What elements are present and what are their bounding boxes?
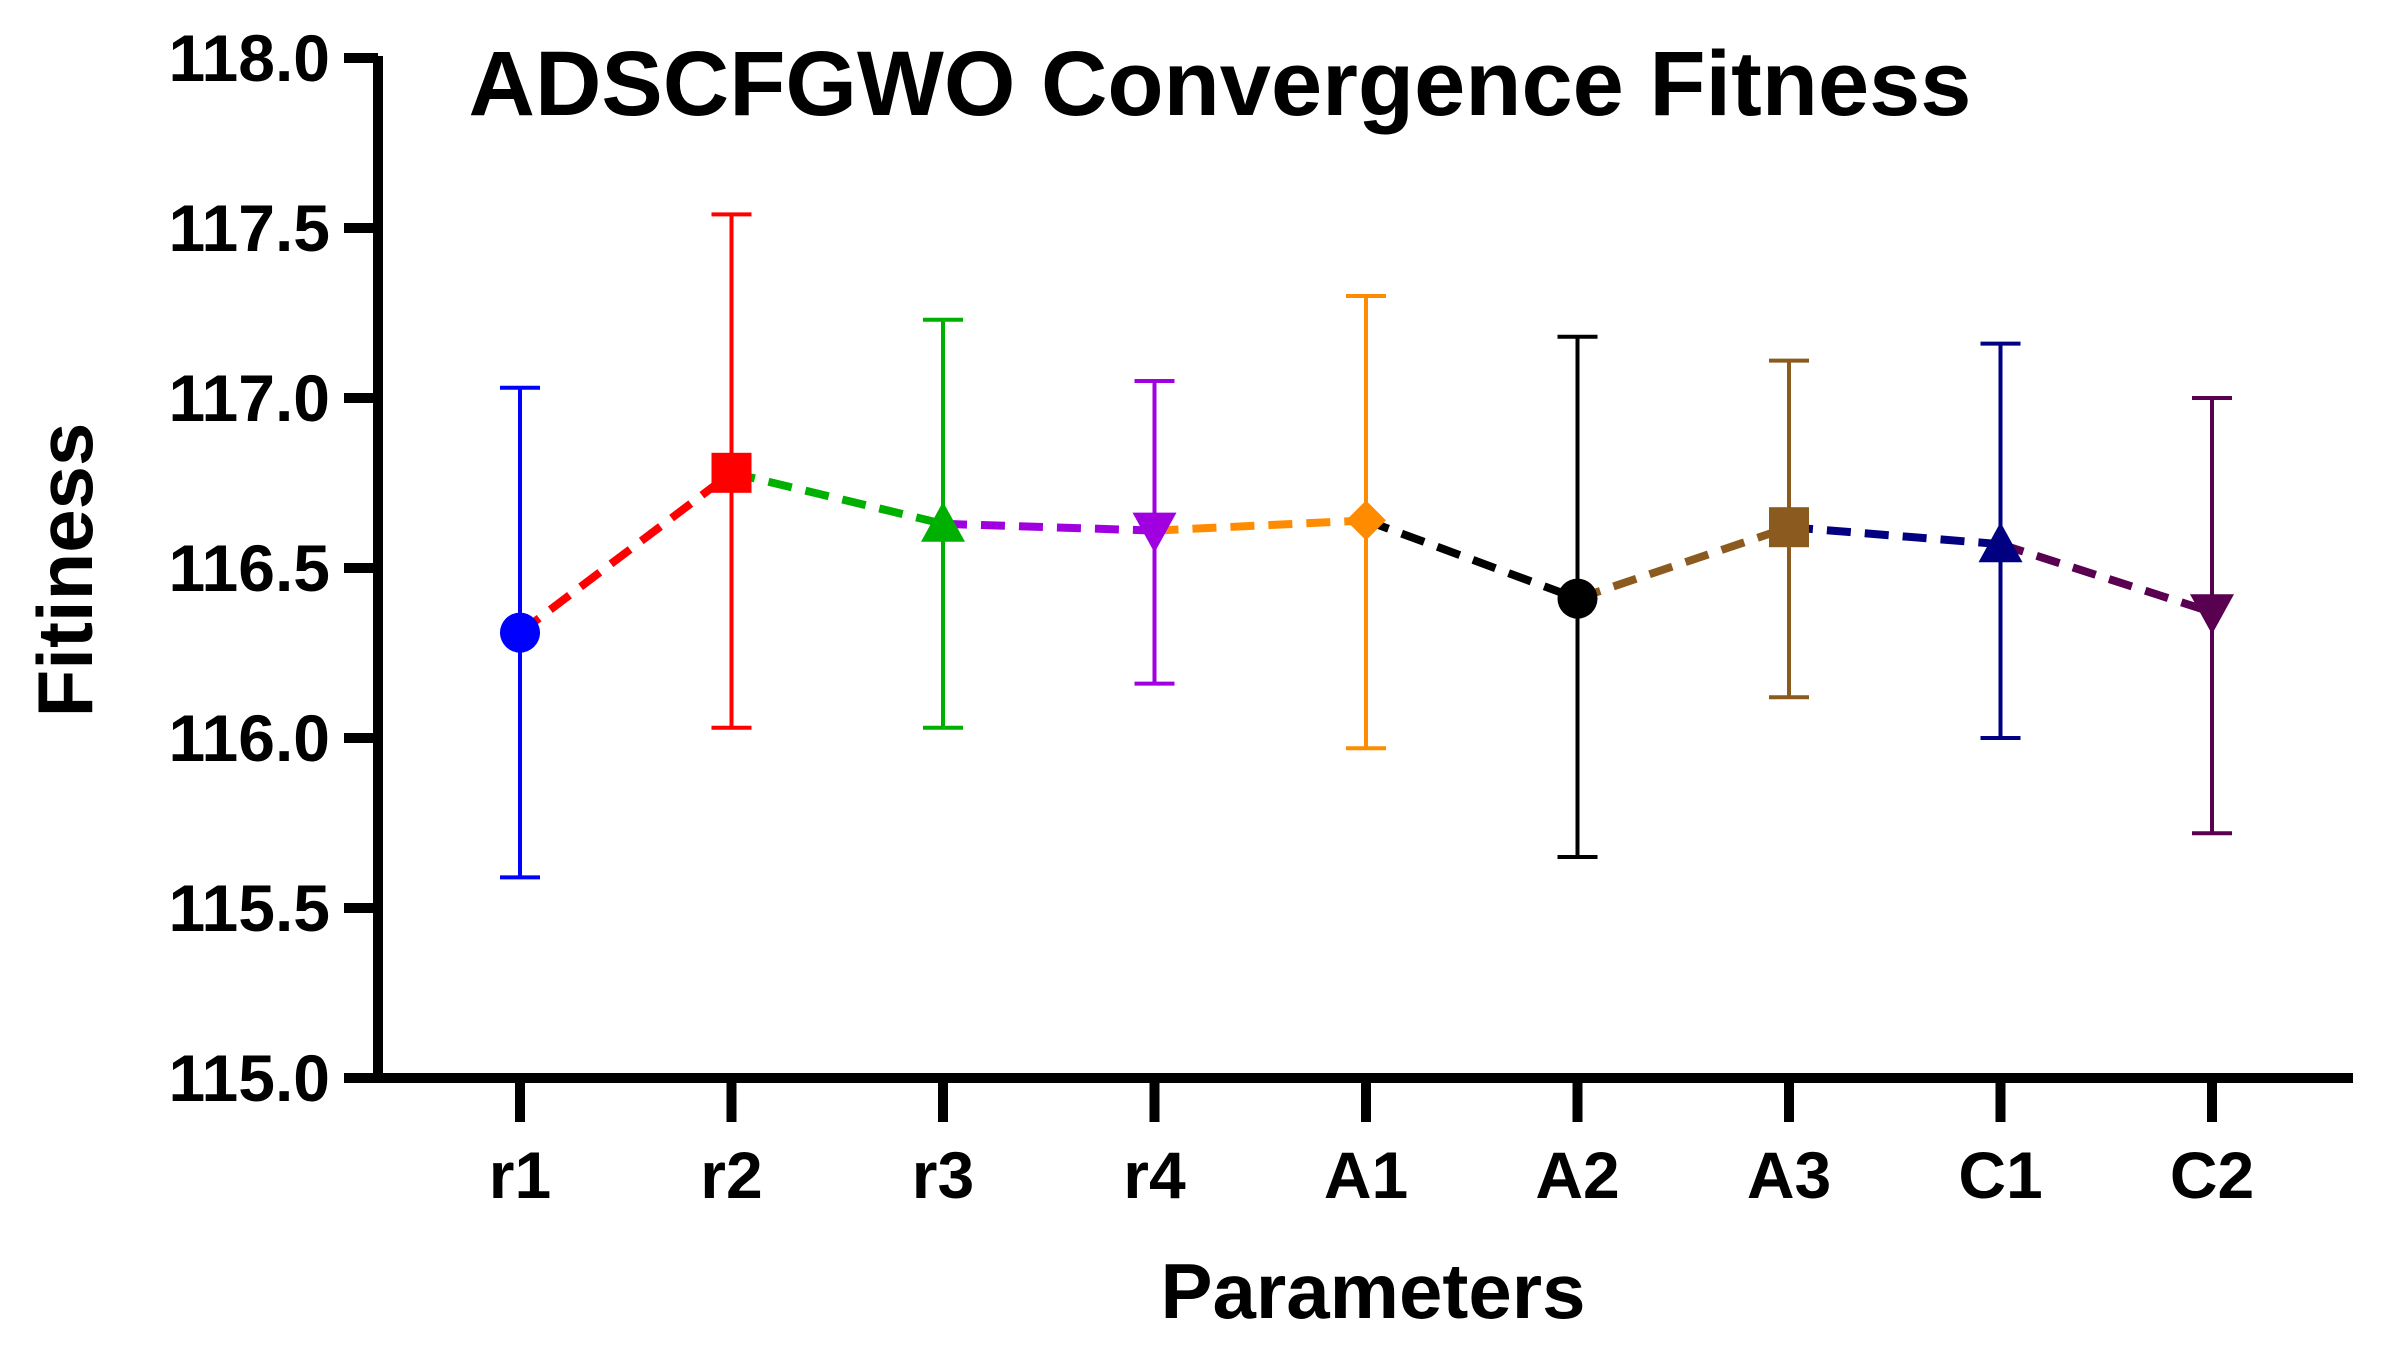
connector-A2-A3 bbox=[1576, 523, 1791, 603]
connector-A3-C1 bbox=[1788, 523, 2001, 549]
x-tick-label: C2 bbox=[2170, 1138, 2254, 1212]
x-tick-label: A2 bbox=[1535, 1138, 1619, 1212]
connector-r4-A1 bbox=[1154, 516, 1367, 535]
x-tick-label: A1 bbox=[1324, 1138, 1408, 1212]
connector-A1-A2 bbox=[1364, 516, 1579, 603]
marker-r4 bbox=[1132, 512, 1177, 553]
chart-title: ADSCFGWO Convergence Fitness bbox=[469, 33, 1972, 135]
x-tick-label: r1 bbox=[489, 1138, 551, 1212]
y-tick-label: 117.0 bbox=[168, 361, 330, 435]
connector-C1-C2 bbox=[1999, 540, 2214, 617]
y-tick-label: 118.0 bbox=[168, 21, 330, 95]
marker-C1 bbox=[1978, 522, 2023, 563]
marker-C2 bbox=[2190, 594, 2234, 635]
connector-r1-r2 bbox=[517, 469, 734, 636]
y-tick-label: 117.5 bbox=[168, 191, 330, 265]
x-axis-label: Parameters bbox=[1161, 1247, 1586, 1335]
y-tick-label: 116.5 bbox=[168, 531, 330, 605]
y-tick-label: 115.0 bbox=[168, 1041, 330, 1115]
x-tick-label: r3 bbox=[912, 1138, 974, 1212]
y-tick-label: 115.5 bbox=[168, 871, 330, 945]
marker-A2 bbox=[1557, 578, 1598, 619]
marker-A3 bbox=[1769, 507, 1809, 548]
connector-r2-r3 bbox=[730, 468, 944, 528]
x-tick-label: r4 bbox=[1123, 1138, 1186, 1212]
marker-r3 bbox=[921, 501, 965, 542]
x-tick-label: C1 bbox=[1958, 1138, 2042, 1212]
connector-r3-r4 bbox=[942, 519, 1155, 535]
x-tick-label: A3 bbox=[1747, 1138, 1831, 1212]
y-axis-label: Fitiness bbox=[21, 423, 109, 718]
marker-r1 bbox=[500, 612, 540, 653]
x-tick-label: r2 bbox=[700, 1138, 762, 1212]
marker-r2 bbox=[711, 452, 752, 493]
plot-area: 115.0 115.5 116.0 116.5 117.0 117.5 118.0 r1 r2 r… bbox=[168, 21, 2353, 1212]
marker-A1 bbox=[1346, 500, 1386, 541]
y-tick-label: 116.0 bbox=[168, 701, 330, 775]
